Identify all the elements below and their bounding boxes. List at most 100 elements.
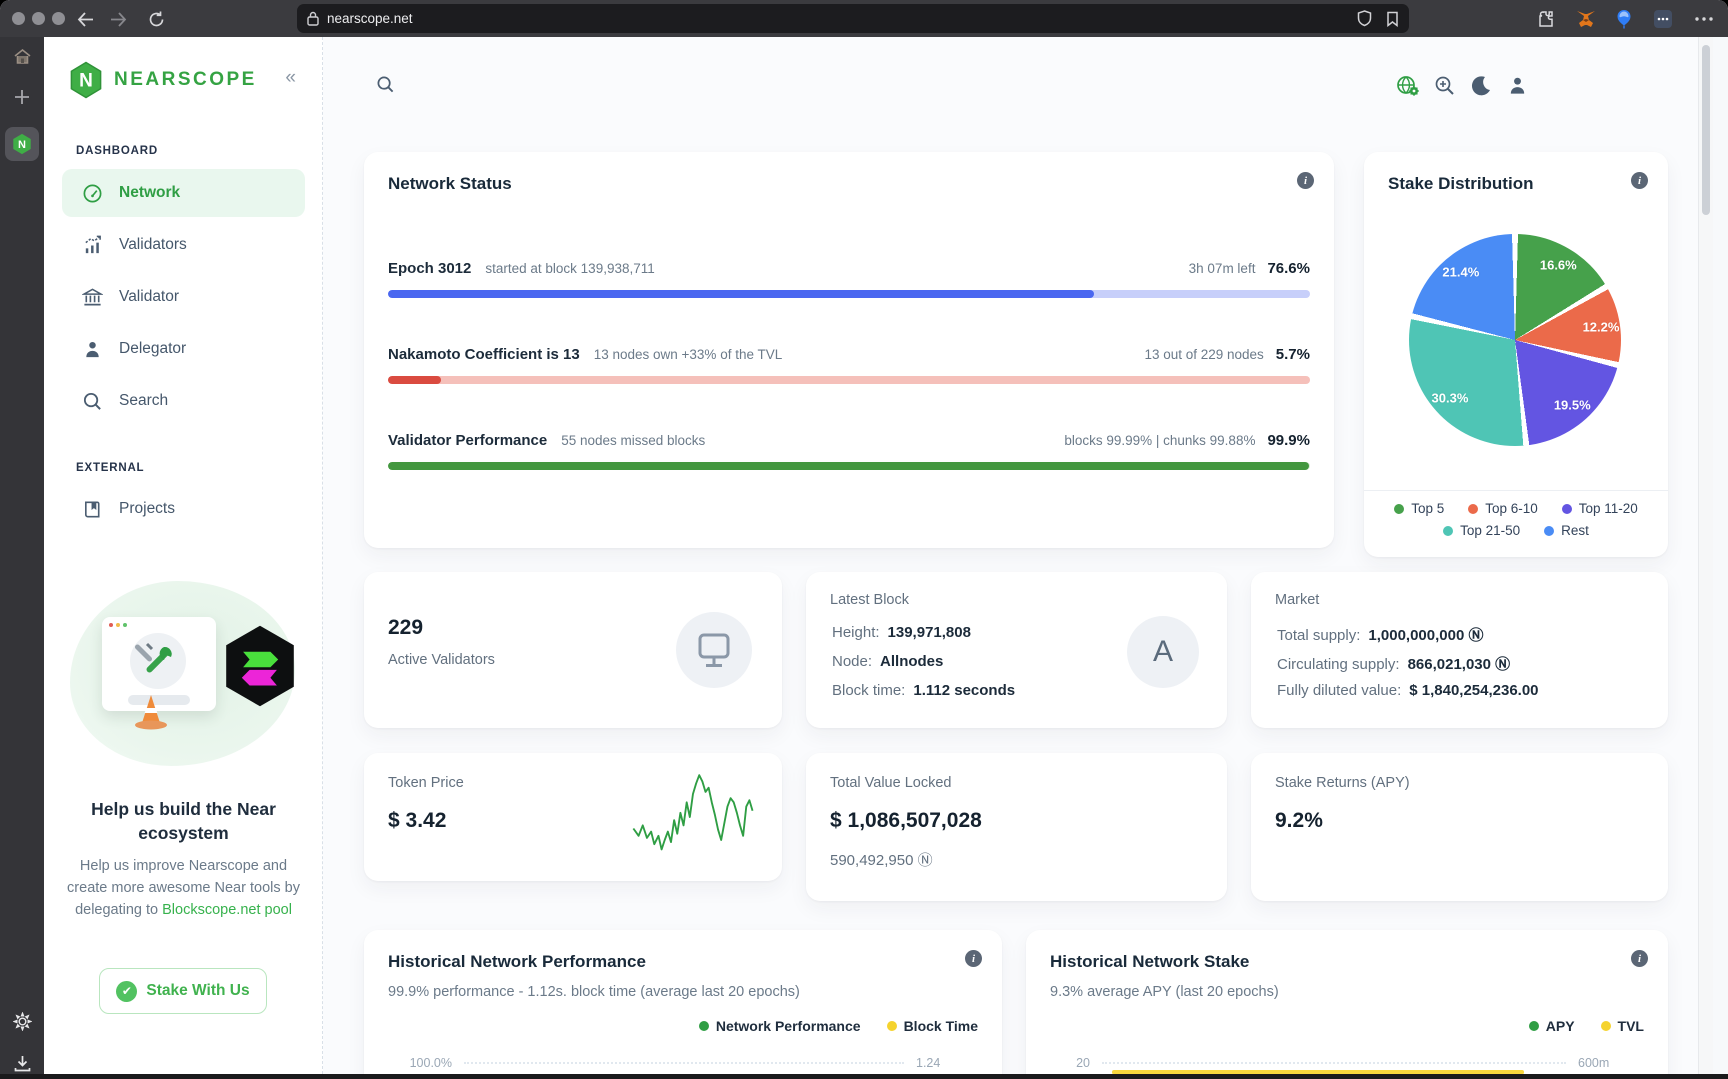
active-validators-count: 229 [388, 616, 424, 639]
legend-top5[interactable]: Top 5 [1394, 501, 1444, 516]
epoch-row: Epoch 3012 started at block 139,938,711 … [388, 260, 1310, 298]
card-title: Historical Network Stake [1050, 952, 1250, 971]
window-bottom-edge [0, 1074, 1728, 1079]
sidebar-item-label: Validators [119, 236, 187, 253]
account-person-icon[interactable] [1507, 75, 1528, 96]
legend-apy[interactable]: APY [1528, 1018, 1575, 1034]
info-icon[interactable]: i [1297, 172, 1314, 189]
wallet-blue-icon[interactable] [1612, 7, 1636, 31]
forward-button[interactable] [105, 6, 131, 32]
browser-tab-strip: N [0, 37, 44, 1079]
left-axis-tick: 20 [1076, 1056, 1090, 1070]
stake-pie-chart[interactable]: 16.6% 12.2% 19.5% 30.3% 21.4% [1409, 234, 1621, 446]
reload-button[interactable] [143, 6, 169, 32]
brand-name: NEARSCOPE [114, 69, 257, 90]
page-scrollbar[interactable] [1698, 37, 1713, 1079]
fully-diluted-row: Fully diluted value: $ 1,840,254,236.00 [1277, 682, 1539, 699]
promo-title: Help us build the Near ecosystem [91, 799, 276, 843]
sidebar-collapse-button[interactable]: « [285, 67, 296, 88]
close-window-button[interactable] [12, 12, 25, 25]
epoch-time-left: 3h 07m left [1188, 261, 1256, 276]
search-icon[interactable] [376, 75, 395, 94]
apy-card: Stake Returns (APY) 9.2% [1251, 753, 1668, 901]
legend-top21-50[interactable]: Top 21-50 [1443, 523, 1520, 538]
svg-text:N: N [18, 139, 26, 151]
legend-top6-10[interactable]: Top 6-10 [1468, 501, 1538, 516]
bookmark-icon[interactable] [1386, 11, 1399, 27]
legend-top11-20[interactable]: Top 11-20 [1561, 501, 1638, 516]
sidebar-item-validators[interactable]: Validators [62, 221, 305, 269]
magnifier-icon [83, 392, 101, 410]
downloads-icon[interactable] [0, 1055, 44, 1072]
active-validators-label: Active Validators [388, 652, 495, 668]
gridline [1102, 1062, 1566, 1064]
dark-mode-moon-icon[interactable] [1470, 75, 1492, 97]
sidebar-item-validator[interactable]: Validator [62, 273, 305, 321]
performance-sublabel: 55 nodes missed blocks [561, 433, 706, 448]
bank-icon [82, 288, 103, 306]
nakamoto-label: Nakamoto Coefficient is 13 [388, 346, 580, 363]
performance-progress-fill [388, 462, 1310, 470]
legend-block-time[interactable]: Block Time [886, 1018, 978, 1034]
card-title: Historical Network Performance [388, 952, 646, 971]
active-tab-nearscope[interactable]: N [5, 127, 39, 161]
performance-subtitle: 99.9% performance - 1.12s. block time (a… [388, 984, 800, 1000]
apy-value: 9.2% [1275, 809, 1323, 832]
circulating-supply-row: Circulating supply: 866,021,030 Ⓝ [1277, 656, 1511, 673]
sidebar-item-label: Search [119, 392, 169, 409]
url-bar[interactable]: nearscope.net [297, 4, 1409, 33]
sidebar-item-network[interactable]: Network [62, 169, 305, 217]
tools-icon [135, 642, 172, 673]
node-avatar[interactable]: A [1127, 616, 1199, 688]
tvl-series-line [1112, 1070, 1524, 1074]
back-button[interactable] [72, 6, 98, 32]
token-price-title: Token Price [388, 775, 464, 791]
legend-rest[interactable]: Rest [1544, 523, 1589, 538]
sidebar-item-projects[interactable]: Projects [62, 485, 305, 533]
home-icon[interactable] [0, 49, 44, 64]
epoch-label: Epoch 3012 [388, 260, 472, 277]
scrollbar-thumb[interactable] [1702, 45, 1710, 215]
tvl-title: Total Value Locked [830, 775, 952, 791]
info-icon[interactable]: i [965, 950, 982, 967]
book-icon [85, 501, 100, 517]
stake-distribution-card: Stake Distribution i 16.6% 12.2% 19.5% 30.3… [1364, 152, 1668, 557]
info-icon[interactable]: i [1631, 950, 1648, 967]
settings-gear-icon[interactable] [0, 1012, 44, 1031]
sidebar-item-search[interactable]: Search [62, 377, 305, 425]
stake-with-us-button[interactable]: ✔ Stake With Us [99, 968, 267, 1014]
minimize-window-button[interactable] [32, 12, 45, 25]
block-node-row: Node: Allnodes [832, 653, 944, 670]
historical-stake-card: Historical Network Stake i 9.3% average … [1026, 930, 1668, 1079]
zoom-in-icon[interactable] [1434, 75, 1455, 96]
browser-chrome: nearscope.net [0, 0, 1728, 37]
performance-axis-row: 100.0% 1.24 [388, 1056, 956, 1070]
right-axis-tick: 1.24 [916, 1056, 941, 1070]
token-price-value: $ 3.42 [388, 809, 447, 832]
check-icon: ✔ [116, 980, 138, 1002]
sidebar-item-label: Network [119, 184, 181, 201]
blockscope-hex-logo [226, 625, 294, 707]
pie-slice-label: 19.5% [1553, 397, 1591, 413]
legend-network-performance[interactable]: Network Performance [698, 1018, 861, 1034]
metamask-fox-icon[interactable] [1574, 7, 1598, 31]
overflow-menu-icon[interactable] [1692, 7, 1716, 31]
gauge-icon [83, 184, 102, 202]
legend-tvl[interactable]: TVL [1600, 1018, 1644, 1034]
new-tab-plus-icon[interactable] [0, 89, 44, 105]
right-axis-tick: 600m [1578, 1056, 1610, 1070]
nakamoto-progress-track [388, 376, 1310, 384]
network-settings-globe-gear-icon[interactable] [1396, 75, 1420, 97]
shield-icon[interactable] [1357, 10, 1372, 27]
puzzle-extension-icon[interactable] [1534, 7, 1558, 31]
pie-slice-label: 21.4% [1442, 264, 1480, 280]
wallet-dark-icon[interactable] [1651, 7, 1675, 31]
zoom-window-button[interactable] [52, 12, 65, 25]
brand-logo[interactable]: N NEARSCOPE [68, 61, 257, 99]
active-validators-card: 229 Active Validators [364, 572, 782, 728]
blockscope-pool-link[interactable]: Blockscope.net pool [162, 902, 292, 918]
sidebar-item-delegator[interactable]: Delegator [62, 325, 305, 373]
epoch-sublabel: started at block 139,938,711 [485, 261, 655, 276]
section-label-external: EXTERNAL [76, 462, 145, 474]
info-icon[interactable]: i [1631, 172, 1648, 189]
